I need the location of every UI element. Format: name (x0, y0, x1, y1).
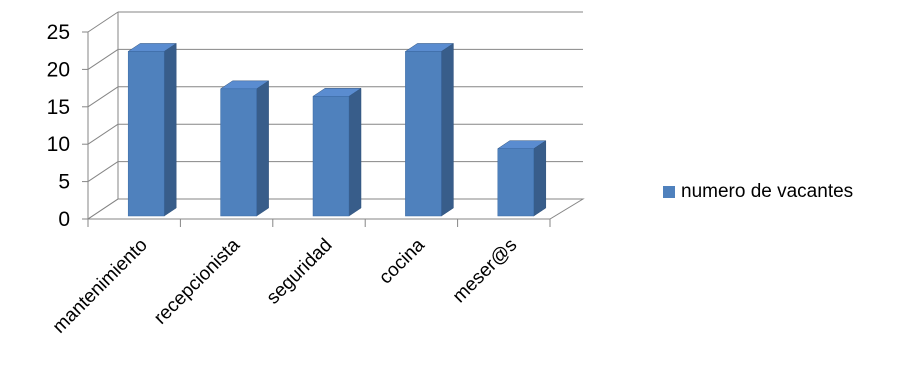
y-tick-label: 20 (47, 58, 70, 81)
bar-side (163, 42, 177, 217)
y-tick-label: 5 (58, 171, 70, 194)
bar (127, 51, 165, 217)
axes (87, 32, 551, 227)
legend-label: numero de vacantes (681, 181, 854, 202)
side-gridline (87, 123, 119, 145)
side-gridline (87, 11, 119, 33)
y-tick-label: 15 (47, 96, 70, 119)
floor (86, 198, 585, 220)
side-gridline (87, 161, 119, 183)
bar-side (441, 42, 454, 217)
y-tick-label: 10 (47, 133, 70, 156)
bar (405, 51, 442, 217)
bar-side (533, 140, 547, 217)
x-tick-label: meser@s (449, 235, 522, 308)
y-tick-label: 0 (58, 208, 70, 231)
side-gridline (87, 86, 119, 108)
bars (127, 42, 547, 217)
bar-side (256, 80, 269, 217)
side-gridline (87, 48, 119, 70)
x-tick-label: recepcionista (150, 234, 244, 328)
legend-swatch (663, 186, 675, 198)
y-tick-label: 25 (47, 21, 70, 44)
bar (312, 96, 350, 217)
x-tick-label: seguridad (263, 235, 337, 309)
bar (497, 148, 535, 217)
legend: numero de vacantes (663, 181, 853, 203)
y-axis-ticks: 0 5 10 15 20 25 (47, 21, 88, 231)
x-tick-label: cocina (375, 234, 429, 288)
bar-side (348, 87, 362, 217)
x-tick-label: mantenimiento (49, 235, 152, 338)
bar (220, 88, 257, 217)
